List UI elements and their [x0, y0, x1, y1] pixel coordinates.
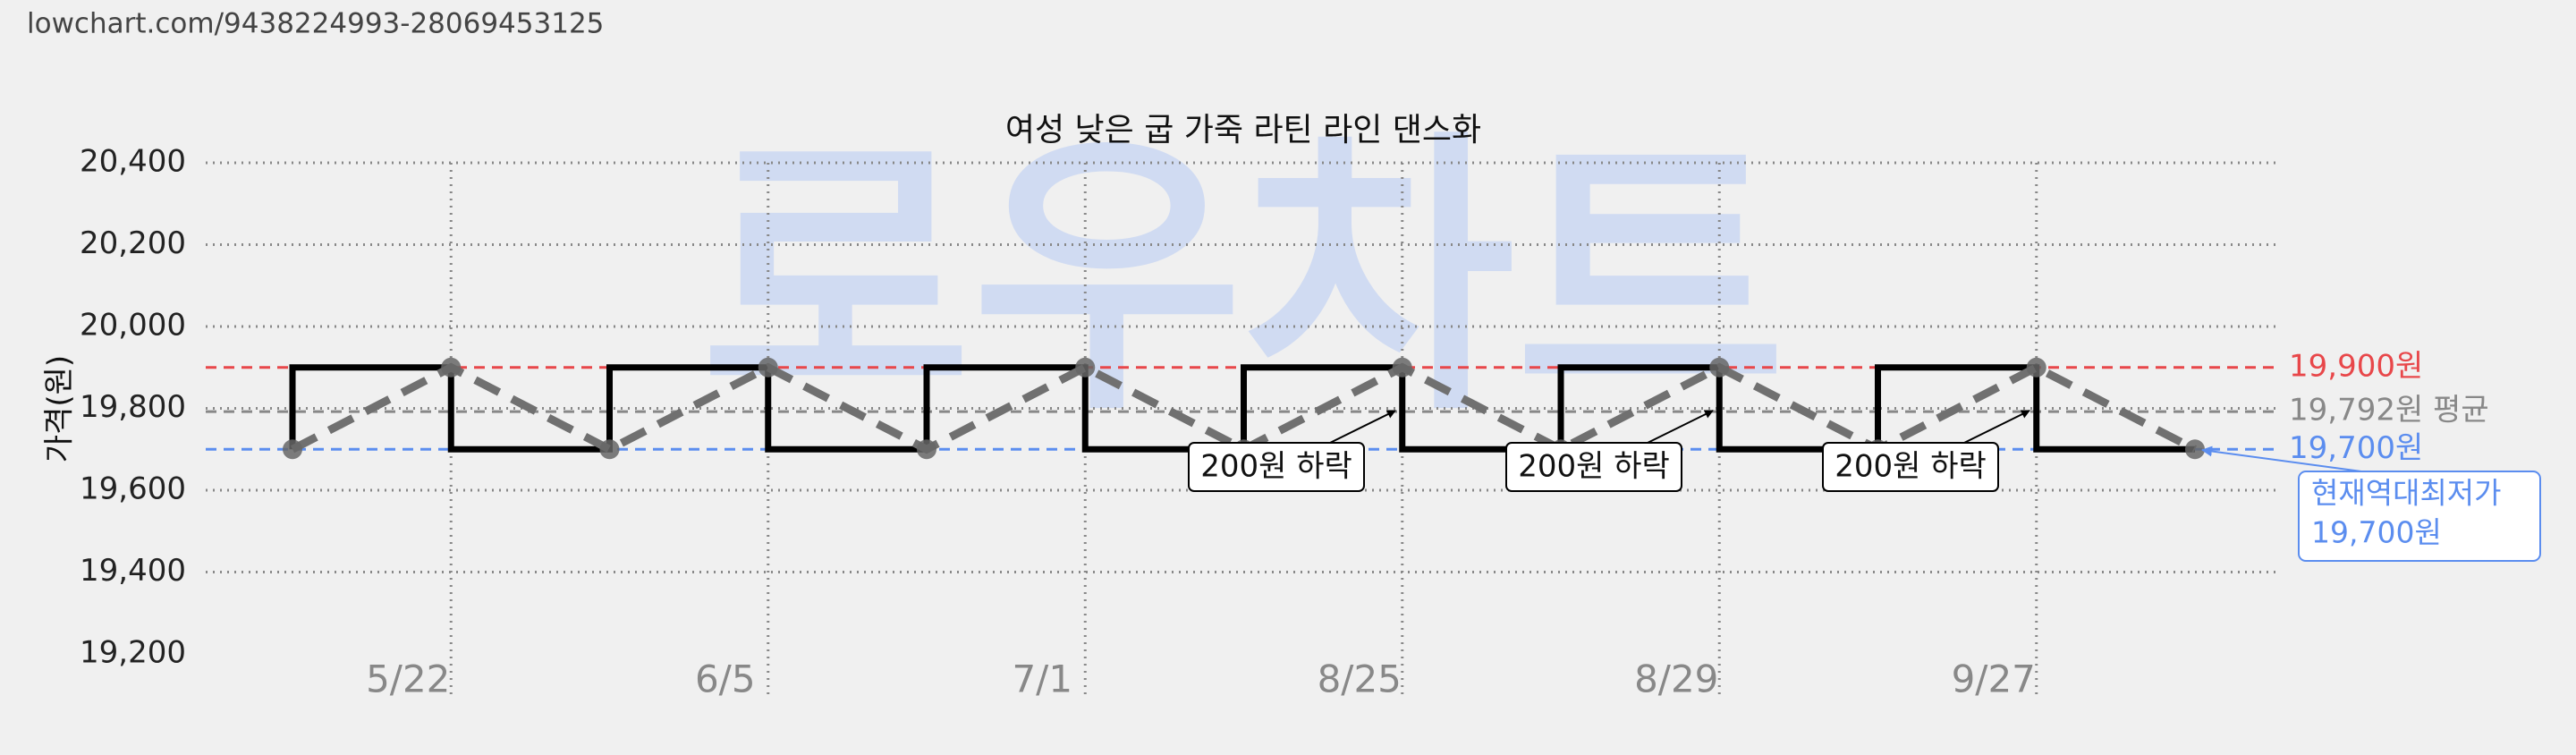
y-tick-label: 20,400 — [80, 144, 186, 180]
price-point — [1709, 357, 1730, 378]
price-point — [1392, 357, 1412, 378]
x-tick-label: 7/1 — [1012, 657, 1072, 701]
lowest-arrow — [2201, 445, 2362, 472]
reference-label: 19,700원 — [2289, 430, 2423, 466]
x-tick-label: 8/29 — [1634, 657, 1718, 701]
price-point — [2026, 357, 2046, 378]
annotation-box — [1505, 442, 1682, 492]
y-axis-label: 가격(원) — [42, 355, 78, 462]
annotation-arrow — [1963, 410, 2030, 444]
price-point — [2185, 439, 2205, 460]
x-tick-label: 9/27 — [1952, 657, 2036, 701]
x-tick-label: 5/22 — [366, 657, 450, 701]
annotation-text: 200원 하락 — [1835, 449, 1987, 485]
annotation-box — [1822, 442, 1999, 492]
annotation-text: 200원 하락 — [1518, 449, 1670, 485]
y-tick-label: 19,600 — [80, 471, 186, 507]
reference-label: 19,900원 — [2289, 348, 2423, 384]
lowest-text: 19,700원 — [2311, 515, 2442, 550]
annotation-arrow — [1329, 410, 1396, 444]
price-point — [1075, 357, 1096, 378]
price-point — [917, 439, 936, 460]
lowest-box — [2298, 471, 2541, 562]
price-point — [599, 439, 620, 460]
y-tick-label: 20,200 — [80, 225, 186, 261]
annotation-arrow — [1647, 410, 1714, 444]
y-tick-label: 19,400 — [80, 553, 186, 589]
x-tick-label: 8/25 — [1318, 657, 1402, 701]
price-point — [441, 357, 462, 378]
annotation-text: 200원 하락 — [1200, 449, 1352, 485]
price-point — [283, 439, 302, 460]
y-tick-label: 19,200 — [80, 635, 186, 671]
x-tick-label: 6/5 — [695, 657, 756, 701]
annotation-box — [1188, 442, 1365, 492]
lowest-text: 현재역대최저가 — [2311, 476, 2502, 511]
reference-label: 19,792원 평균 — [2289, 393, 2489, 428]
y-tick-label: 20,000 — [80, 308, 186, 344]
url: lowchart.com/9438224993-28069453125 — [27, 8, 604, 40]
y-tick-label: 19,800 — [80, 389, 186, 425]
chart-title: 여성 낮은 굽 가죽 라틴 라인 댄스화 — [1005, 112, 1481, 148]
price-point — [758, 357, 778, 378]
